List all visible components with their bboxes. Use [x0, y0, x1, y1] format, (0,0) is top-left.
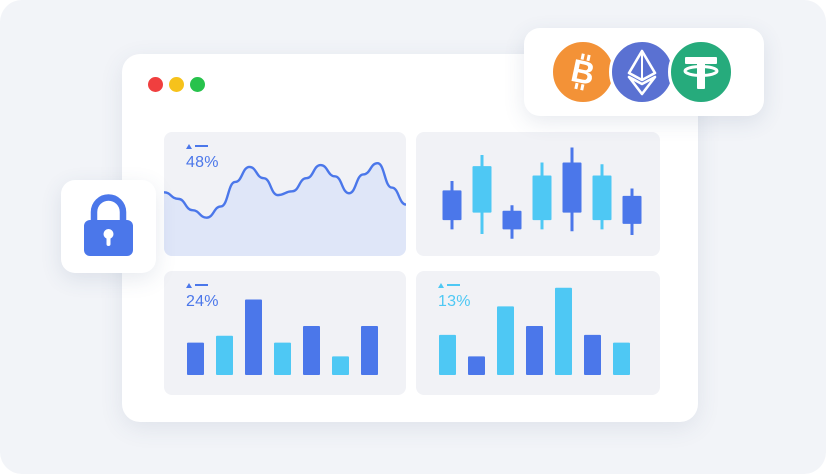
bar-chart-right-label: 13% [438, 281, 471, 311]
crypto-coins-card: B [524, 28, 764, 116]
mini-trend-icon [186, 281, 219, 289]
mini-trend-icon [186, 142, 219, 150]
candlestick-card [416, 132, 660, 256]
bar [245, 299, 262, 375]
bar-chart-left [187, 299, 378, 375]
zoom-button[interactable] [190, 77, 205, 92]
padlock-icon [84, 194, 133, 256]
bar [439, 334, 456, 375]
bar-chart-card-left: 24% [164, 271, 406, 395]
bar [584, 334, 601, 375]
candle-body [562, 162, 582, 213]
bar [274, 342, 291, 375]
mini-trend-icon [438, 281, 471, 289]
bar [216, 335, 233, 375]
bar [468, 356, 485, 375]
line-chart-label: 48% [186, 142, 219, 172]
bar [613, 342, 630, 375]
bar [526, 326, 543, 375]
bar [303, 326, 320, 375]
line-area [164, 163, 406, 256]
bar-chart-right [439, 287, 630, 375]
bar-chart-right-percent: 13% [438, 293, 471, 310]
candlestick-chart [442, 147, 642, 239]
bar [555, 287, 572, 375]
bar [187, 342, 204, 375]
bar [497, 306, 514, 375]
minimize-button[interactable] [169, 77, 184, 92]
bar-chart-left-percent: 24% [186, 293, 219, 310]
close-button[interactable] [148, 77, 163, 92]
bitcoin-icon[interactable]: B [550, 39, 616, 105]
window-controls [148, 77, 205, 92]
bar-chart-left-label: 24% [186, 281, 219, 311]
line-chart-card: 48% [164, 132, 406, 256]
bar-chart-card-right: 13% [416, 271, 660, 395]
candle-body [472, 166, 492, 213]
candle-body [592, 175, 612, 221]
candle-body [532, 175, 552, 221]
candle-body [622, 195, 642, 224]
bar [332, 356, 349, 375]
candle-body [442, 190, 462, 221]
line-chart-percent: 48% [186, 154, 219, 171]
bar [361, 326, 378, 375]
line-chart [164, 161, 406, 256]
ethereum-icon[interactable] [609, 39, 675, 105]
line-series [164, 161, 406, 219]
security-card [61, 180, 156, 273]
candle-body [502, 210, 522, 230]
tether-icon[interactable] [668, 39, 734, 105]
